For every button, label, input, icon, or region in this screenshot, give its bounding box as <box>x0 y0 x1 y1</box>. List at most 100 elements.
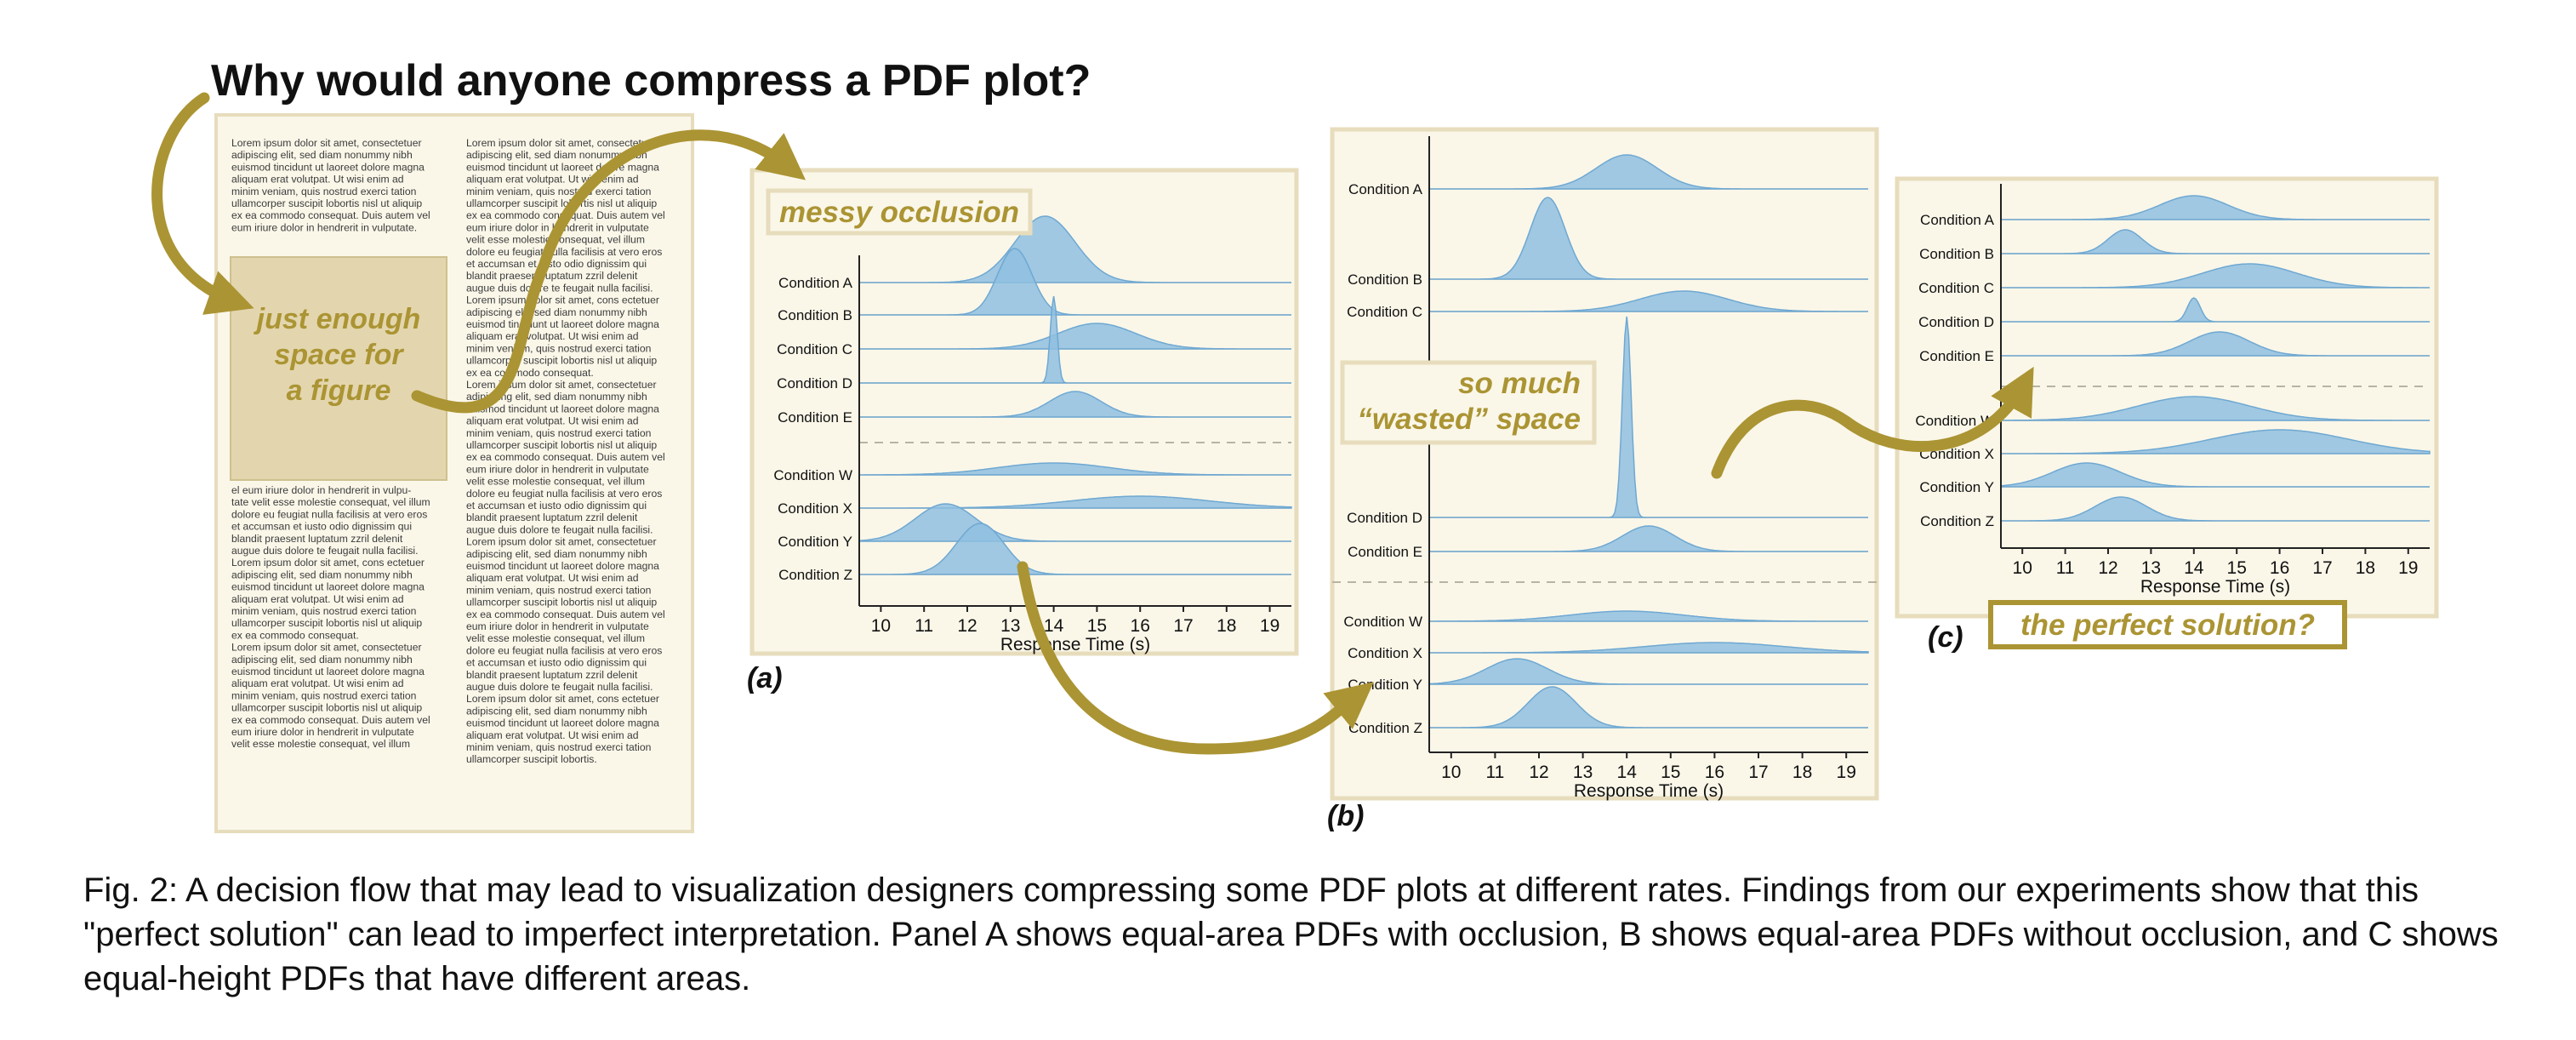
x-tick-label: 17 <box>1748 763 1768 782</box>
document-line: velit esse molestie consequat, vel illum <box>231 738 410 750</box>
document-line: eum iriure dolor in hendrerit in vulputa… <box>466 620 649 632</box>
row-label: Condition C <box>777 341 852 357</box>
row-label: Condition D <box>777 375 852 391</box>
row-label: Condition A <box>1920 212 1995 228</box>
density-condition-b <box>1429 197 1868 280</box>
document-line: minim veniam, quis nostrud exerci tation <box>466 427 651 439</box>
document-line: Lorem ipsum dolor sit amet, cons ectetue… <box>466 294 659 306</box>
document-line: Lorem ipsum dolor sit amet, cons ectetue… <box>231 557 425 569</box>
density-condition-y <box>2000 462 2430 488</box>
document-line: dolore eu feugiat nulla facilisis at ver… <box>466 644 662 656</box>
document-line: ex ea commodo consequat. <box>466 367 594 379</box>
density-condition-w <box>1429 610 1868 622</box>
document-line: eum iriure dolor in hendrerit in vulputa… <box>231 221 417 233</box>
x-tick-label: 13 <box>2141 558 2161 578</box>
document-line: et accumsan et iusto odio dignissim qui <box>231 521 412 533</box>
arrow-panel-a-to-b <box>1017 561 1374 755</box>
document-line: ex ea commodo consequat. <box>231 629 359 641</box>
row-label: Condition X <box>1348 645 1422 661</box>
document-line: adipiscing elit, sed diam nonummy nibh <box>231 569 413 580</box>
document-line: velit esse molestie consequat, vel illum <box>466 632 645 644</box>
x-tick-label: 15 <box>1087 616 1107 636</box>
document-line: minim veniam, quis nostrud exerci tation <box>466 584 651 596</box>
document-line: adipiscing elit, sed diam nonummy nibh <box>466 149 647 161</box>
document-line: Lorem ipsum dolor sit amet, consectetuer <box>231 642 422 654</box>
document-column-1: Lorem ipsum dolor sit amet, consectetuer… <box>231 137 430 233</box>
row-label: Condition Y <box>1919 479 1994 495</box>
density-condition-y <box>1428 658 1868 685</box>
x-tick-label: 12 <box>2098 558 2117 578</box>
document-line: Lorem ipsum dolor sit amet, consectetuer <box>466 536 657 548</box>
document-line: aliquam erat volutpat. Ut wisi enim ad <box>466 572 639 584</box>
density-condition-z <box>1429 686 1868 729</box>
row-label: Condition E <box>778 409 852 426</box>
figure-placeholder-line: a figure <box>287 374 391 407</box>
row-label: Condition Y <box>778 534 852 550</box>
document-line: blandit praesent luptatum zzril delenit <box>466 270 638 282</box>
document-line: aliquam erat volutpat. Ut wisi enim ad <box>466 729 639 741</box>
row-label: Condition Z <box>1920 513 1994 529</box>
document-line: ullamcorper suscipit lobortis nisl ut al… <box>466 597 657 609</box>
x-tick-label: 10 <box>871 616 891 636</box>
document-mockup: Lorem ipsum dolor sit amet, consectetuer… <box>214 113 694 833</box>
x-tick-label: 18 <box>1217 616 1236 636</box>
document-line: minim veniam, quis nostrud exerci tation <box>231 689 416 701</box>
document-line: minim veniam, quis nostrud exerci tation <box>231 605 416 617</box>
document-line: euismod tincidunt ut laoreet dolore magn… <box>466 318 659 330</box>
density-condition-w <box>859 462 1291 476</box>
document-line: ullamcorper suscipit lobortis nisl ut al… <box>466 439 657 451</box>
figure-placeholder-line: space for <box>274 339 404 371</box>
document-line: aliquam erat volutpat. Ut wisi enim ad <box>231 677 404 689</box>
density-condition-z <box>2001 496 2430 522</box>
density-condition-e <box>1429 525 1868 552</box>
document-line: blandit praesent luptatum zzril delenit <box>231 533 403 545</box>
row-label: Condition B <box>778 307 852 323</box>
document-line: adipiscing elit, sed diam nonummy nibh <box>466 391 647 403</box>
panel-c-label: (c) <box>1928 621 1963 654</box>
document-line: euismod tincidunt ut laoreet dolore magn… <box>231 666 425 677</box>
density-condition-a <box>859 215 1291 283</box>
document-line: dolore eu feugiat nulla facilisis at ver… <box>466 488 662 500</box>
x-tick-label: 14 <box>2184 558 2204 578</box>
document-line: euismod tincidunt ut laoreet dolore magn… <box>466 403 659 414</box>
panel-background <box>1895 176 2439 619</box>
row-label: Condition Z <box>1348 720 1422 736</box>
document-line: aliquam erat volutpat. Ut wisi enim ad <box>466 415 639 427</box>
document-line: dolore eu feugiat nulla facilisis at ver… <box>466 246 662 258</box>
document-line: dolore eu feugiat nulla facilisis at ver… <box>231 508 427 520</box>
figure-placeholder <box>230 256 447 481</box>
x-tick-label: 14 <box>1617 763 1638 782</box>
document-line: et accumsan et iusto odio dignissim qui <box>466 657 647 669</box>
document-line: el eum iriure dolor in hendrerit in vulp… <box>231 484 411 496</box>
document-line: et accumsan et iusto odio dignissim qui <box>466 258 647 270</box>
document-line: aliquam erat volutpat. Ut wisi enim ad <box>231 174 404 186</box>
document-line: euismod tincidunt ut laoreet dolore magn… <box>466 161 659 173</box>
x-tick-label: 10 <box>2013 558 2032 578</box>
x-tick-label: 19 <box>1260 616 1279 636</box>
x-tick-label: 14 <box>1044 616 1064 636</box>
x-tick-label: 12 <box>957 616 977 636</box>
document-line: ex ea commodo consequat. Duis autem vel <box>466 451 665 463</box>
density-condition-c <box>1429 290 1868 312</box>
density-condition-w <box>2000 396 2430 421</box>
density-condition-e <box>859 391 1291 418</box>
document-line: Lorem ipsum dolor sit amet, cons ectetue… <box>466 693 659 705</box>
row-label: Condition W <box>1915 413 1994 429</box>
x-tick-label: 11 <box>915 616 933 636</box>
density-condition-c <box>2001 263 2430 289</box>
row-label: Condition C <box>1918 280 1994 296</box>
x-tick-label: 17 <box>2312 558 2332 578</box>
document-line: adipiscing elit, sed diam nonummy nibh <box>466 306 647 318</box>
arrow-title-to-figure <box>151 92 254 315</box>
document-line: eum iriure dolor in hendrerit in vulputa… <box>231 726 414 738</box>
document-line: ullamcorper suscipit lobortis nisl ut al… <box>231 197 422 209</box>
x-axis-title: Response Time (s) <box>2140 577 2290 597</box>
document-line: blandit praesent luptatum zzril delenit <box>466 669 638 681</box>
row-label: Condition E <box>1348 544 1422 560</box>
panel-a: Condition A Condition B Condition C Conditi… <box>749 168 1299 656</box>
row-label: Condition B <box>1919 246 1994 262</box>
x-tick-label: 17 <box>1173 616 1193 636</box>
document-line: adipiscing elit, sed diam nonummy nibh <box>466 705 647 717</box>
document-line: minim veniam, quis nostrud exerci tation <box>231 186 416 197</box>
